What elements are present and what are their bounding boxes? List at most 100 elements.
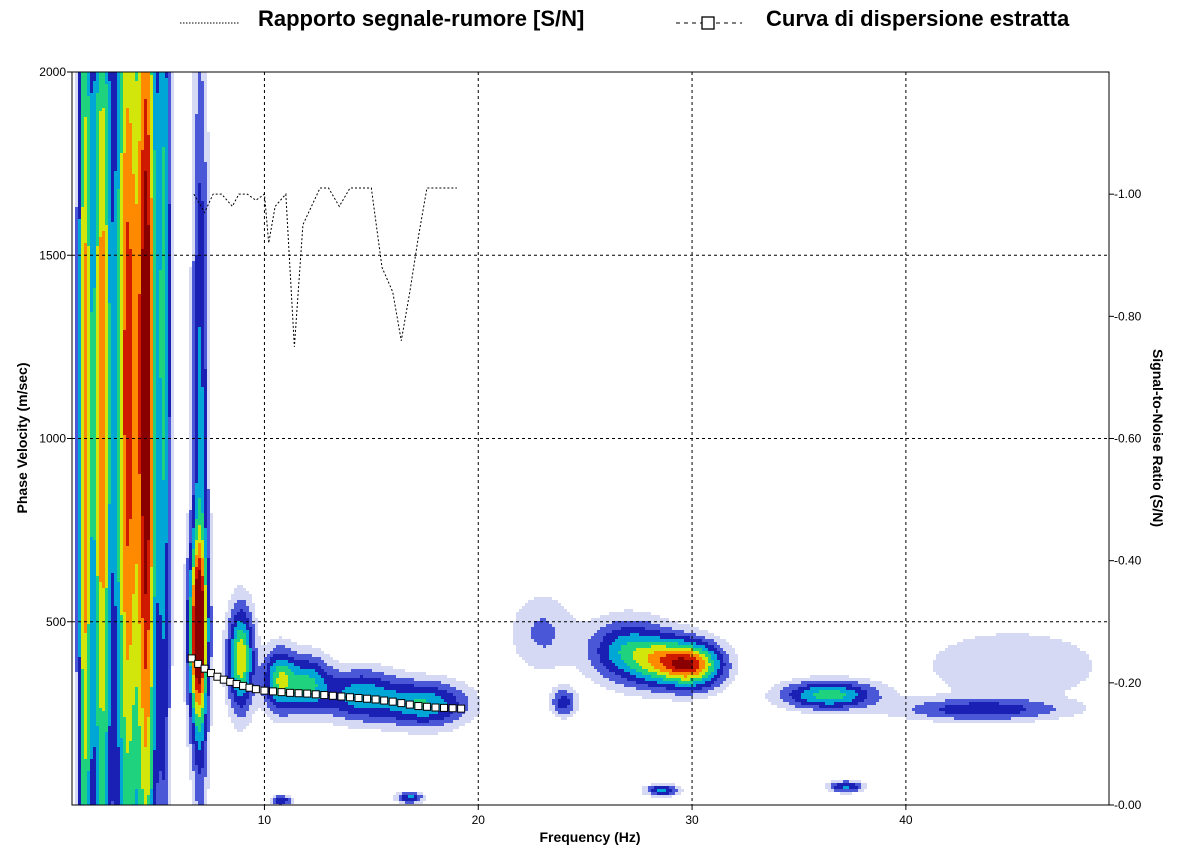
heatmap-cell: [453, 720, 456, 729]
heatmap-cell: [438, 720, 441, 726]
heatmap-cell: [627, 666, 630, 672]
heatmap-cell: [630, 609, 633, 621]
heatmap-cell: [162, 72, 165, 147]
heatmap-cell: [147, 540, 150, 630]
heatmap-cell: [390, 675, 393, 684]
heatmap-cell: [834, 711, 837, 714]
heatmap-cell: [831, 705, 834, 708]
heatmap-cell: [417, 681, 420, 687]
heatmap-cell: [999, 720, 1002, 723]
heatmap-cell: [831, 699, 834, 705]
heatmap-cell: [201, 81, 204, 201]
heatmap-cell: [297, 675, 300, 693]
heatmap-cell: [189, 510, 192, 543]
heatmap-cell: [705, 642, 708, 648]
heatmap-cell: [324, 672, 327, 684]
heatmap-cell: [630, 681, 633, 687]
heatmap-cell: [552, 600, 555, 627]
heatmap-cell: [852, 690, 855, 699]
heatmap-cell: [705, 639, 708, 642]
heatmap-cell: [690, 669, 693, 672]
heatmap-cell: [858, 702, 861, 708]
heatmap-cell: [123, 330, 126, 435]
heatmap-cell: [225, 639, 228, 678]
heatmap-cell: [309, 654, 312, 663]
heatmap-cell: [276, 702, 279, 708]
heatmap-cell: [687, 654, 690, 660]
plot-area: [71, 71, 1110, 806]
heatmap-cell: [678, 624, 681, 630]
heatmap-cell: [564, 708, 567, 714]
heatmap-cell: [672, 660, 675, 666]
heatmap-cell: [645, 690, 648, 699]
heatmap-cell: [828, 684, 831, 687]
heatmap-cell: [171, 72, 174, 666]
heatmap-cell: [231, 708, 234, 723]
heatmap-cell: [285, 708, 288, 717]
heatmap-cell: [90, 72, 93, 93]
heatmap-cell: [366, 708, 369, 714]
heatmap-cell: [309, 708, 312, 714]
heatmap-cell: [420, 723, 423, 726]
heatmap-cell: [567, 693, 570, 699]
heatmap-cell: [348, 672, 351, 678]
heatmap-cell: [699, 636, 702, 639]
heatmap-cell: [342, 717, 345, 726]
heatmap-cell: [960, 720, 963, 723]
heatmap-cell: [834, 783, 837, 786]
heatmap-cell: [276, 696, 279, 702]
heatmap-cell: [348, 705, 351, 714]
heatmap-cell: [684, 648, 687, 651]
dispersion-curve-point: [194, 659, 203, 668]
heatmap-cell: [702, 675, 705, 678]
heatmap-cell: [147, 225, 150, 540]
heatmap-cell: [669, 792, 672, 795]
heatmap-cell: [240, 717, 243, 732]
heatmap-cell: [420, 717, 423, 723]
heatmap-cell: [195, 255, 198, 483]
heatmap-cell: [936, 654, 939, 675]
heatmap-cell: [192, 585, 195, 606]
heatmap-cell: [1008, 714, 1011, 720]
heatmap-cell: [144, 72, 147, 99]
heatmap-cell: [633, 669, 636, 675]
heatmap-cell: [822, 708, 825, 711]
heatmap-cell: [537, 621, 540, 645]
heatmap-cell: [318, 648, 321, 657]
heatmap-cell: [930, 717, 933, 720]
heatmap-cell: [681, 681, 684, 684]
heatmap-cell: [705, 693, 708, 699]
heatmap-cell: [540, 645, 543, 669]
heatmap-cell: [642, 786, 645, 795]
heatmap-cell: [690, 672, 693, 675]
heatmap-cell: [255, 648, 258, 690]
heatmap-cell: [453, 678, 456, 687]
heatmap-cell: [702, 651, 705, 654]
heatmap-cell: [150, 198, 153, 567]
heatmap-cell: [723, 639, 726, 651]
heatmap-cell: [81, 207, 84, 669]
heatmap-cell: [861, 684, 864, 690]
heatmap-cell: [420, 687, 423, 693]
heatmap-cell: [645, 630, 648, 636]
heatmap-cell: [321, 714, 324, 723]
heatmap-cell: [642, 678, 645, 684]
heatmap-cell: [399, 678, 402, 684]
heatmap-cell: [840, 687, 843, 693]
heatmap-cell: [198, 558, 201, 570]
heatmap-cell: [195, 726, 198, 741]
heatmap-cell: [837, 789, 840, 792]
heatmap-cell: [993, 702, 996, 714]
heatmap-cell: [675, 672, 678, 675]
heatmap-cell: [1002, 714, 1005, 720]
heatmap-cell: [582, 621, 585, 675]
heatmap-cell: [405, 726, 408, 732]
heatmap-cell: [672, 630, 675, 633]
heatmap-cell: [990, 714, 993, 720]
heatmap-cell: [285, 660, 288, 666]
y2-tick-label: -0.40: [1114, 554, 1142, 568]
heatmap-cell: [1053, 639, 1056, 708]
heatmap-cell: [153, 597, 156, 750]
heatmap-cell: [600, 615, 603, 627]
heatmap-cell: [1038, 702, 1041, 714]
